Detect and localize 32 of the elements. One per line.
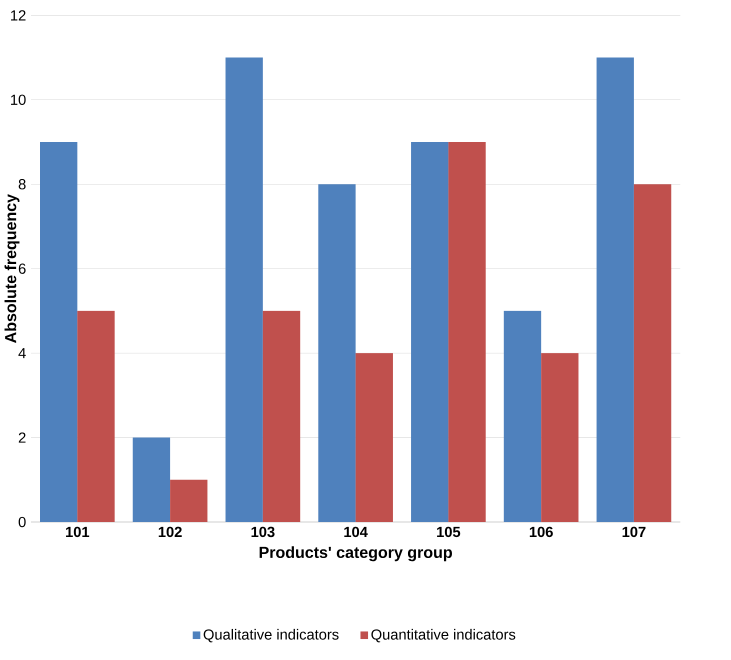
bar (170, 480, 208, 522)
bar (132, 438, 170, 522)
bar (40, 142, 78, 522)
bar (596, 58, 634, 522)
legend-label: Quantitative indicators (371, 628, 516, 642)
x-tick-label: 103 (252, 526, 275, 538)
x-tick-label: 106 (530, 526, 553, 538)
y-tick-label: 2 (18, 432, 26, 443)
bar (634, 184, 672, 522)
bar (77, 310, 115, 522)
y-axis-title: Absolute frequency (4, 194, 20, 343)
bar (448, 142, 486, 522)
x-tick-label: 101 (66, 526, 90, 538)
x-axis-title: Products' category group (260, 546, 452, 562)
bar (226, 58, 263, 522)
bar (356, 353, 393, 522)
bar (541, 353, 578, 522)
legend-label: Qualitative indicators (204, 628, 339, 642)
x-tick-label: 104 (344, 526, 368, 538)
x-tick-label: 107 (622, 526, 646, 538)
y-tick-label: 4 (18, 348, 26, 358)
bar (318, 184, 356, 522)
y-tick-label: 0 (18, 516, 26, 528)
x-tick-label: 105 (437, 526, 460, 538)
x-tick-label: 102 (158, 526, 182, 538)
y-tick-label: 10 (11, 94, 26, 105)
y-tick-label: 12 (11, 10, 26, 20)
bar (504, 310, 542, 522)
bar (411, 142, 448, 522)
bar (262, 310, 300, 522)
y-tick-label: 6 (18, 263, 26, 274)
y-tick-label: 8 (18, 179, 26, 190)
